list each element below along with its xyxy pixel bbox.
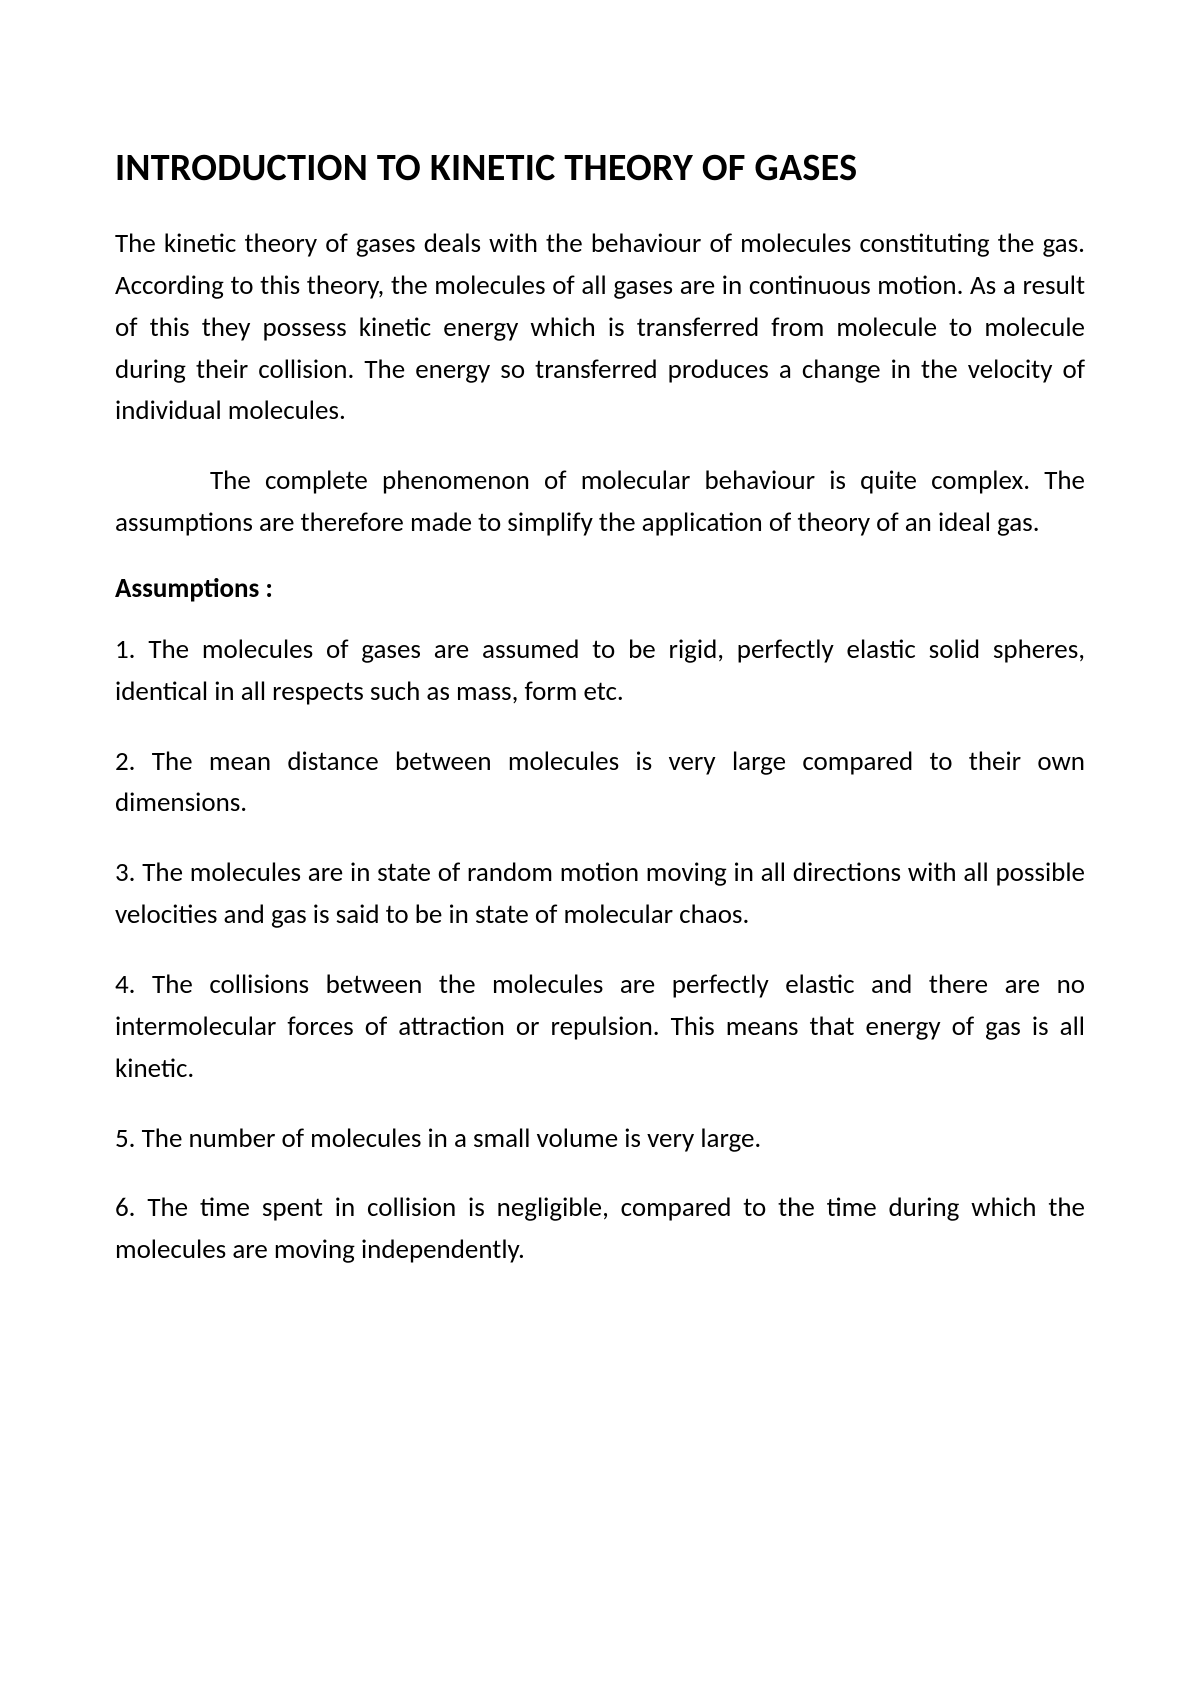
intro-paragraph-2: The complete phenomenon of molecular beh… <box>115 460 1085 544</box>
assumption-item: 4. The collisions between the molecules … <box>115 964 1085 1090</box>
assumptions-heading: Assumptions : <box>115 572 1085 605</box>
assumption-item: 1. The molecules of gases are assumed to… <box>115 629 1085 713</box>
assumption-item: 3. The molecules are in state of random … <box>115 852 1085 936</box>
document-title: INTRODUCTION TO KINETIC THEORY OF GASES <box>115 145 1085 191</box>
assumption-item: 2. The mean distance between molecules i… <box>115 741 1085 825</box>
intro-paragraph-1: The kinetic theory of gases deals with t… <box>115 223 1085 432</box>
assumption-item: 5. The number of molecules in a small vo… <box>115 1118 1085 1160</box>
assumption-item: 6. The time spent in collision is neglig… <box>115 1187 1085 1271</box>
